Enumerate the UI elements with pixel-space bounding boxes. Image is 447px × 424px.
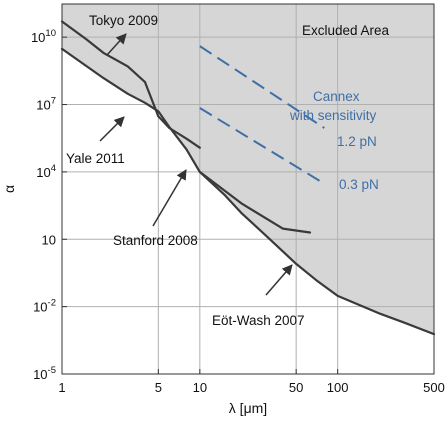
series-curve-2 [143, 81, 201, 149]
annotation-arrow [106, 33, 127, 56]
excluded-area [62, 4, 434, 335]
series-label-stanford-2008: Stanford 2008 [113, 233, 198, 248]
x-tick-label: 50 [289, 380, 303, 395]
y-axis-label: α [1, 185, 17, 193]
y-tick-label: 10-2 [33, 298, 56, 315]
x-tick-label: 5 [155, 380, 162, 395]
annotation-arrow [99, 116, 125, 142]
sensitivity-line-0 [199, 45, 325, 129]
y-tick-label: 104 [36, 163, 56, 180]
annotation-arrows [99, 33, 293, 296]
axis-ticks: 1 5 10 50 100 500 10-5 10-2 10 104 107 1010 [31, 28, 445, 395]
annotation-arrow [265, 264, 293, 296]
y-tick-label: 10-5 [33, 365, 56, 382]
y-tick-label: 1010 [31, 28, 56, 45]
series-curve-0 [60, 20, 147, 84]
excluded-area-label: Excluded Area [302, 23, 390, 38]
x-axis-label: λ [μm] [229, 400, 267, 416]
cannex-sensitivity-label: with sensitivity [289, 108, 377, 123]
x-tick-label: 10 [193, 380, 207, 395]
cannex-label: Cannex [313, 89, 360, 104]
constraint-curves [60, 20, 436, 336]
sensitivity-0-3pn-label: 0.3 pN [339, 177, 379, 192]
x-tick-label: 500 [423, 380, 445, 395]
sensitivity-lines [199, 45, 325, 185]
series-label-yale-2011: Yale 2011 [66, 151, 125, 166]
series-label-eot-wash-2007: Eöt-Wash 2007 [212, 313, 305, 328]
y-tick-label: 10 [42, 232, 56, 247]
plot-frame [61, 3, 435, 375]
annotation-arrow [152, 169, 187, 227]
series-label-tokyo-2009: Tokyo 2009 [89, 13, 158, 28]
x-tick-label: 100 [327, 380, 349, 395]
sensitivity-line-1 [199, 107, 325, 185]
sensitivity-1-2pn-label: 1.2 pN [337, 134, 377, 149]
x-tick-label: 1 [58, 380, 65, 395]
y-tick-label: 107 [36, 96, 56, 113]
series-curve-3 [198, 170, 436, 336]
